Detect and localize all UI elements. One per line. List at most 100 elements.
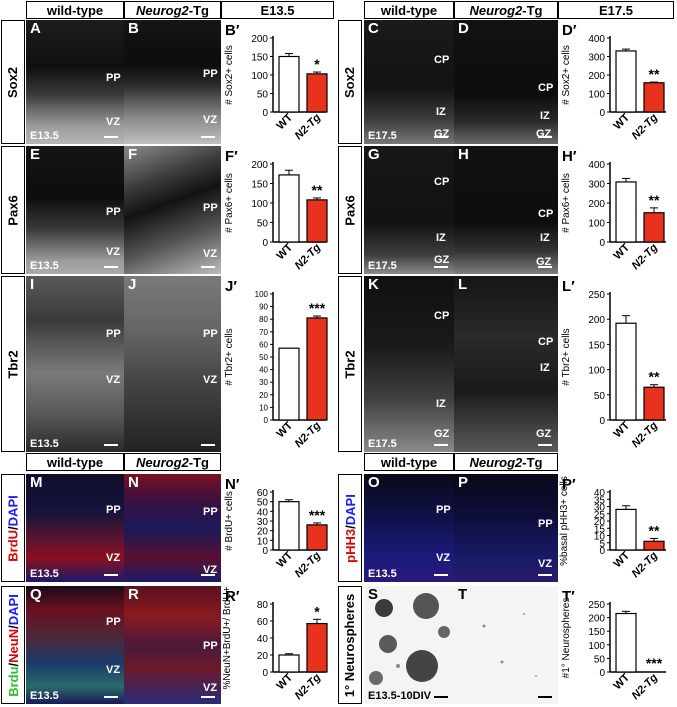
chart-bp-bar-wt — [278, 55, 300, 113]
header-neurog2-tg-phh3: Neurog2 -Tg — [454, 453, 558, 471]
micrograph-panel-m: M PP VZ E13.5 — [26, 474, 124, 582]
chart-bp-category-label: WT — [275, 111, 296, 132]
chart-tp-significance: *** — [646, 655, 663, 671]
chart-tp-category-label: WT — [612, 671, 633, 692]
chart-np-tick-label: 20 — [257, 527, 269, 538]
micrograph-panel-a: A PP VZ E13.5 — [26, 20, 124, 144]
neurosphere-cluster — [369, 593, 450, 685]
chart-hp-tick-label: 100 — [588, 219, 605, 230]
chart-tp-ylabel: #1° Neurospheres — [561, 598, 572, 679]
chart-rp-bar-wt — [278, 654, 300, 673]
chart-lp-bar-wt — [615, 322, 637, 421]
chart-dp-category-label: N2-Tg — [630, 111, 661, 142]
chart-jp-tick-label: 0 — [264, 416, 269, 425]
chart-fp-bar-tg — [306, 199, 328, 243]
chart-jp-bar-tg — [306, 317, 328, 421]
chart-dp-tick-label: 200 — [588, 71, 605, 82]
micrograph-panel-h: H CP IZ GZ — [454, 146, 558, 274]
chart-hp-ylabel: # Pax6+ cells — [561, 173, 572, 233]
chart-jp-category-label: WT — [275, 419, 296, 440]
chart-rp-tick-label: 40 — [257, 634, 269, 645]
chart-pp-tick-label: 20 — [594, 517, 606, 528]
chart-rp-tick-label: 60 — [257, 617, 269, 628]
chart-fp-tick-label: 200 — [251, 160, 268, 171]
chart-rp-ylabel: %NeuN+BrdU+/ BrdU+ — [222, 586, 233, 689]
chart-tp: T′#1° Neurospheres 0 50 100 150 200 250 WTN2-Tg… — [561, 588, 666, 702]
chart-bp-panel-letter: B′ — [225, 22, 240, 39]
chart-np-significance: *** — [309, 507, 326, 523]
row-label-neurospheres: 1° Neurospheres — [338, 586, 362, 704]
chart-pp-significance: ** — [649, 522, 660, 538]
chart-lp-tick-label: 200 — [588, 315, 605, 326]
chart-lp-category-label: N2-Tg — [630, 419, 661, 450]
micrograph-panel-e: E PP VZ E13.5 — [26, 146, 124, 274]
chart-tp-bar-wt — [615, 612, 637, 673]
chart-lp-tick-label: 0 — [599, 416, 605, 427]
chart-jp-tick-label: 80 — [259, 315, 268, 324]
chart-hp-category-label: N2-Tg — [630, 241, 661, 272]
row-label-sox2-left: Sox2 — [1, 20, 25, 144]
chart-np-bar-tg — [306, 524, 328, 551]
chart-np-bar-wt — [278, 501, 300, 551]
header-wild-type-phh3: wild-type — [364, 453, 454, 471]
chart-dp-tick-label: 100 — [588, 90, 605, 101]
row-label-tbr2-left: Tbr2 — [1, 276, 25, 452]
micrograph-panel-k: K CP IZ GZ E17.5 — [364, 276, 454, 452]
chart-jp-tick-label: 70 — [259, 328, 268, 337]
chart-dp-category-label: WT — [612, 111, 633, 132]
chart-jp-tick-label: 30 — [259, 378, 268, 387]
chart-bp-tick-label: 200 — [251, 34, 268, 45]
chart-fp-significance: ** — [312, 182, 323, 198]
chart-pp-tick-label: 15 — [594, 524, 606, 535]
header-age-e175: E17.5 — [558, 1, 674, 19]
chart-pp-tick-label: 30 — [594, 503, 606, 514]
chart-np-category-label: N2-Tg — [293, 549, 324, 580]
chart-pp-category-label: N2-Tg — [630, 549, 661, 580]
chart-tp-panel-letter: T′ — [562, 588, 575, 605]
chart-np-tick-label: 30 — [257, 517, 269, 528]
header-age-e135: E13.5 — [221, 1, 334, 19]
chart-hp-bar-wt — [615, 181, 637, 243]
chart-np-category-label: WT — [275, 549, 296, 570]
chart-rp-tick-label: 80 — [257, 600, 269, 611]
chart-bp-tick-label: 0 — [262, 108, 268, 119]
chart-hp-panel-letter: H′ — [562, 148, 577, 165]
chart-jp-ylabel: # Tbr2+ cells — [224, 328, 235, 385]
chart-dp-tick-label: 0 — [599, 108, 605, 119]
chart-dp-ylabel: # Sox2+ cells — [561, 45, 572, 105]
chart-lp-significance: ** — [649, 369, 660, 385]
micrograph-panel-d: D CP IZ GZ — [454, 20, 558, 144]
chart-dp-bar-wt — [615, 50, 637, 113]
chart-jp-tick-label: 40 — [259, 366, 268, 375]
chart-rp-category-label: WT — [275, 671, 296, 692]
micrograph-panel-r: R PP VZ — [124, 586, 221, 704]
chart-np-ylabel: # BrdU+ cells — [224, 491, 235, 551]
row-label-pax6-right: Pax6 — [338, 146, 362, 274]
chart-rp-tick-label: 0 — [262, 668, 268, 679]
chart-fp-tick-label: 100 — [251, 199, 268, 210]
chart-jp-tick-label: 50 — [259, 353, 268, 362]
chart-tp-category-label: N2-Tg — [630, 671, 661, 702]
chart-bp-significance: * — [314, 56, 320, 72]
chart-bp-category-label: N2-Tg — [293, 111, 324, 142]
chart-hp-tick-label: 300 — [588, 180, 605, 191]
chart-fp-tick-label: 50 — [257, 219, 269, 230]
chart-lp-ylabel: # Tbr2+ cells — [561, 328, 572, 385]
micrograph-panel-f: F PP VZ — [124, 146, 221, 274]
chart-jp-tick-label: 60 — [259, 340, 268, 349]
chart-jp-tick-label: 90 — [259, 303, 268, 312]
chart-rp-significance: * — [314, 603, 320, 619]
header-neurog2-tg-e135: Neurog2 -Tg — [124, 1, 221, 19]
chart-hp-significance: ** — [649, 192, 660, 208]
header-wild-type-e175: wild-type — [364, 1, 454, 19]
chart-bp-ylabel: # Sox2+ cells — [224, 45, 235, 105]
chart-bp-tick-label: 100 — [251, 71, 268, 82]
chart-lp-tick-label: 250 — [588, 290, 605, 301]
chart-pp-tick-label: 10 — [594, 532, 606, 543]
chart-tp-tick-label: 50 — [594, 654, 606, 665]
chart-tp-tick-label: 250 — [588, 600, 605, 611]
chart-pp-tick-label: 25 — [594, 510, 606, 521]
